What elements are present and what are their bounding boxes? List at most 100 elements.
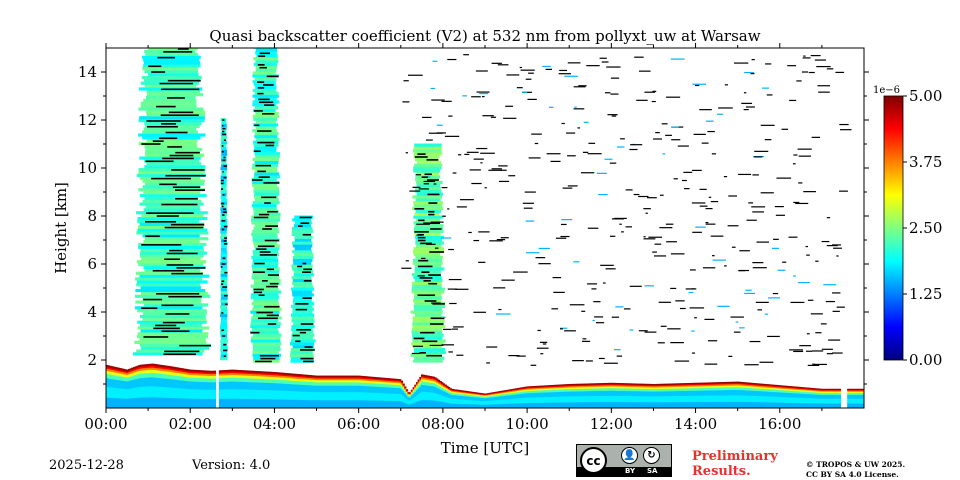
cloud-speck bbox=[701, 142, 709, 144]
boundary-layer-cell bbox=[291, 373, 294, 376]
cc-license-badge[interactable]: cc 👤 ↻ BY SA bbox=[576, 444, 672, 477]
aerosol-cell bbox=[220, 302, 228, 306]
boundary-layer-cell bbox=[279, 377, 282, 380]
cloud-speck bbox=[538, 263, 551, 265]
cloud-speck bbox=[591, 288, 597, 290]
boundary-layer-cell bbox=[377, 377, 380, 379]
boundary-layer-cell bbox=[267, 378, 270, 383]
boundary-layer-cell bbox=[565, 388, 569, 392]
cloud-speck bbox=[689, 307, 705, 309]
boundary-layer-cell bbox=[692, 390, 695, 396]
boundary-layer-cell bbox=[274, 372, 277, 374]
boundary-layer-cell bbox=[724, 384, 727, 386]
boundary-layer-cell bbox=[388, 382, 392, 385]
cloud-speck bbox=[585, 360, 593, 362]
saturated-streak bbox=[221, 263, 226, 265]
cloud-speck bbox=[542, 343, 547, 345]
boundary-layer-cell bbox=[414, 387, 417, 390]
boundary-layer-cell bbox=[190, 381, 193, 390]
boundary-layer-cell bbox=[847, 391, 850, 394]
boundary-layer-cell bbox=[779, 386, 783, 388]
boundary-layer-cell bbox=[653, 384, 656, 387]
boundary-layer-cell bbox=[121, 388, 124, 399]
boundary-layer-cell bbox=[655, 391, 658, 397]
boundary-layer-cell bbox=[247, 372, 250, 374]
boundary-layer-cell bbox=[449, 388, 452, 391]
boundary-layer-cell bbox=[240, 373, 244, 376]
boundary-layer-cell bbox=[321, 382, 324, 386]
boundary-layer-cell bbox=[402, 384, 405, 386]
boundary-layer-cell bbox=[798, 387, 801, 389]
boundary-layer-cell bbox=[727, 401, 730, 408]
boundary-layer-cell bbox=[535, 387, 538, 390]
boundary-layer-cell bbox=[791, 389, 794, 392]
aerosol-cell bbox=[416, 244, 442, 248]
boundary-layer-cell bbox=[609, 384, 612, 387]
boundary-layer-cell bbox=[442, 386, 446, 389]
boundary-layer-cell bbox=[153, 372, 156, 378]
boundary-layer-cell bbox=[778, 396, 781, 403]
boundary-layer-cell bbox=[195, 398, 198, 408]
boundary-layer-cell bbox=[159, 386, 163, 398]
boundary-layer-cell bbox=[296, 373, 299, 376]
boundary-layer-cell bbox=[823, 390, 826, 392]
boundary-layer-cell bbox=[392, 380, 395, 383]
boundary-layer-cell bbox=[380, 400, 383, 408]
boundary-layer-cell bbox=[771, 387, 774, 390]
boundary-layer-cell bbox=[306, 381, 309, 386]
boundary-layer-cell bbox=[666, 384, 670, 386]
boundary-layer-cell bbox=[481, 393, 484, 395]
share-alike-icon: ↻ bbox=[643, 447, 660, 464]
cloud-speck bbox=[491, 168, 502, 170]
aerosol-cell bbox=[250, 284, 278, 288]
cloud-speck bbox=[411, 352, 421, 355]
cloud-speck bbox=[466, 151, 479, 153]
boundary-layer-cell bbox=[609, 401, 612, 408]
boundary-layer-cell bbox=[412, 387, 415, 389]
boundary-layer-cell bbox=[279, 379, 282, 384]
boundary-layer-cell bbox=[183, 373, 186, 377]
boundary-layer-cell bbox=[557, 385, 560, 387]
boundary-layer-cell bbox=[651, 384, 655, 387]
boundary-layer-cell bbox=[607, 382, 611, 385]
boundary-layer-cell bbox=[597, 385, 601, 387]
boundary-layer-cell bbox=[624, 385, 628, 387]
aerosol-cell bbox=[414, 296, 442, 300]
boundary-layer-cell bbox=[567, 396, 570, 403]
cc-badge-strip bbox=[577, 467, 671, 476]
boundary-layer-cell bbox=[353, 375, 356, 378]
boundary-layer-cell bbox=[798, 389, 801, 392]
boundary-layer-cell bbox=[582, 383, 585, 385]
boundary-layer-cell bbox=[136, 374, 139, 379]
boundary-layer-cell bbox=[385, 380, 388, 383]
boundary-layer-cell bbox=[198, 373, 201, 376]
boundary-layer-cell bbox=[789, 402, 793, 408]
boundary-layer-cell bbox=[737, 383, 740, 386]
boundary-layer-cell bbox=[230, 374, 233, 378]
boundary-layer-cell bbox=[606, 382, 609, 385]
boundary-layer-cell bbox=[517, 403, 520, 408]
boundary-layer-cell bbox=[498, 396, 501, 400]
boundary-layer-cell bbox=[269, 374, 272, 377]
boundary-layer-cell bbox=[385, 379, 388, 381]
boundary-layer-cell bbox=[144, 367, 148, 371]
boundary-layer-cell bbox=[245, 389, 249, 400]
cloud-speck bbox=[560, 235, 570, 238]
boundary-layer-cell bbox=[340, 399, 343, 408]
cloud-speck bbox=[430, 87, 436, 90]
boundary-layer-cell bbox=[564, 402, 567, 408]
boundary-layer-cell bbox=[476, 392, 479, 394]
cloud-speck bbox=[456, 206, 467, 208]
boundary-layer-cell bbox=[164, 374, 168, 379]
saturated-streak bbox=[223, 349, 228, 352]
aerosol-cell bbox=[413, 201, 443, 205]
cloud-speck bbox=[774, 206, 784, 208]
boundary-layer-cell bbox=[700, 387, 703, 391]
saturated-streak bbox=[223, 156, 226, 159]
boundary-layer-cell bbox=[301, 374, 304, 377]
saturated-streak bbox=[257, 87, 265, 89]
boundary-layer-cell bbox=[441, 383, 444, 385]
boundary-layer-cell bbox=[496, 393, 500, 396]
boundary-layer-cell bbox=[286, 373, 289, 375]
boundary-layer-cell bbox=[837, 392, 840, 395]
